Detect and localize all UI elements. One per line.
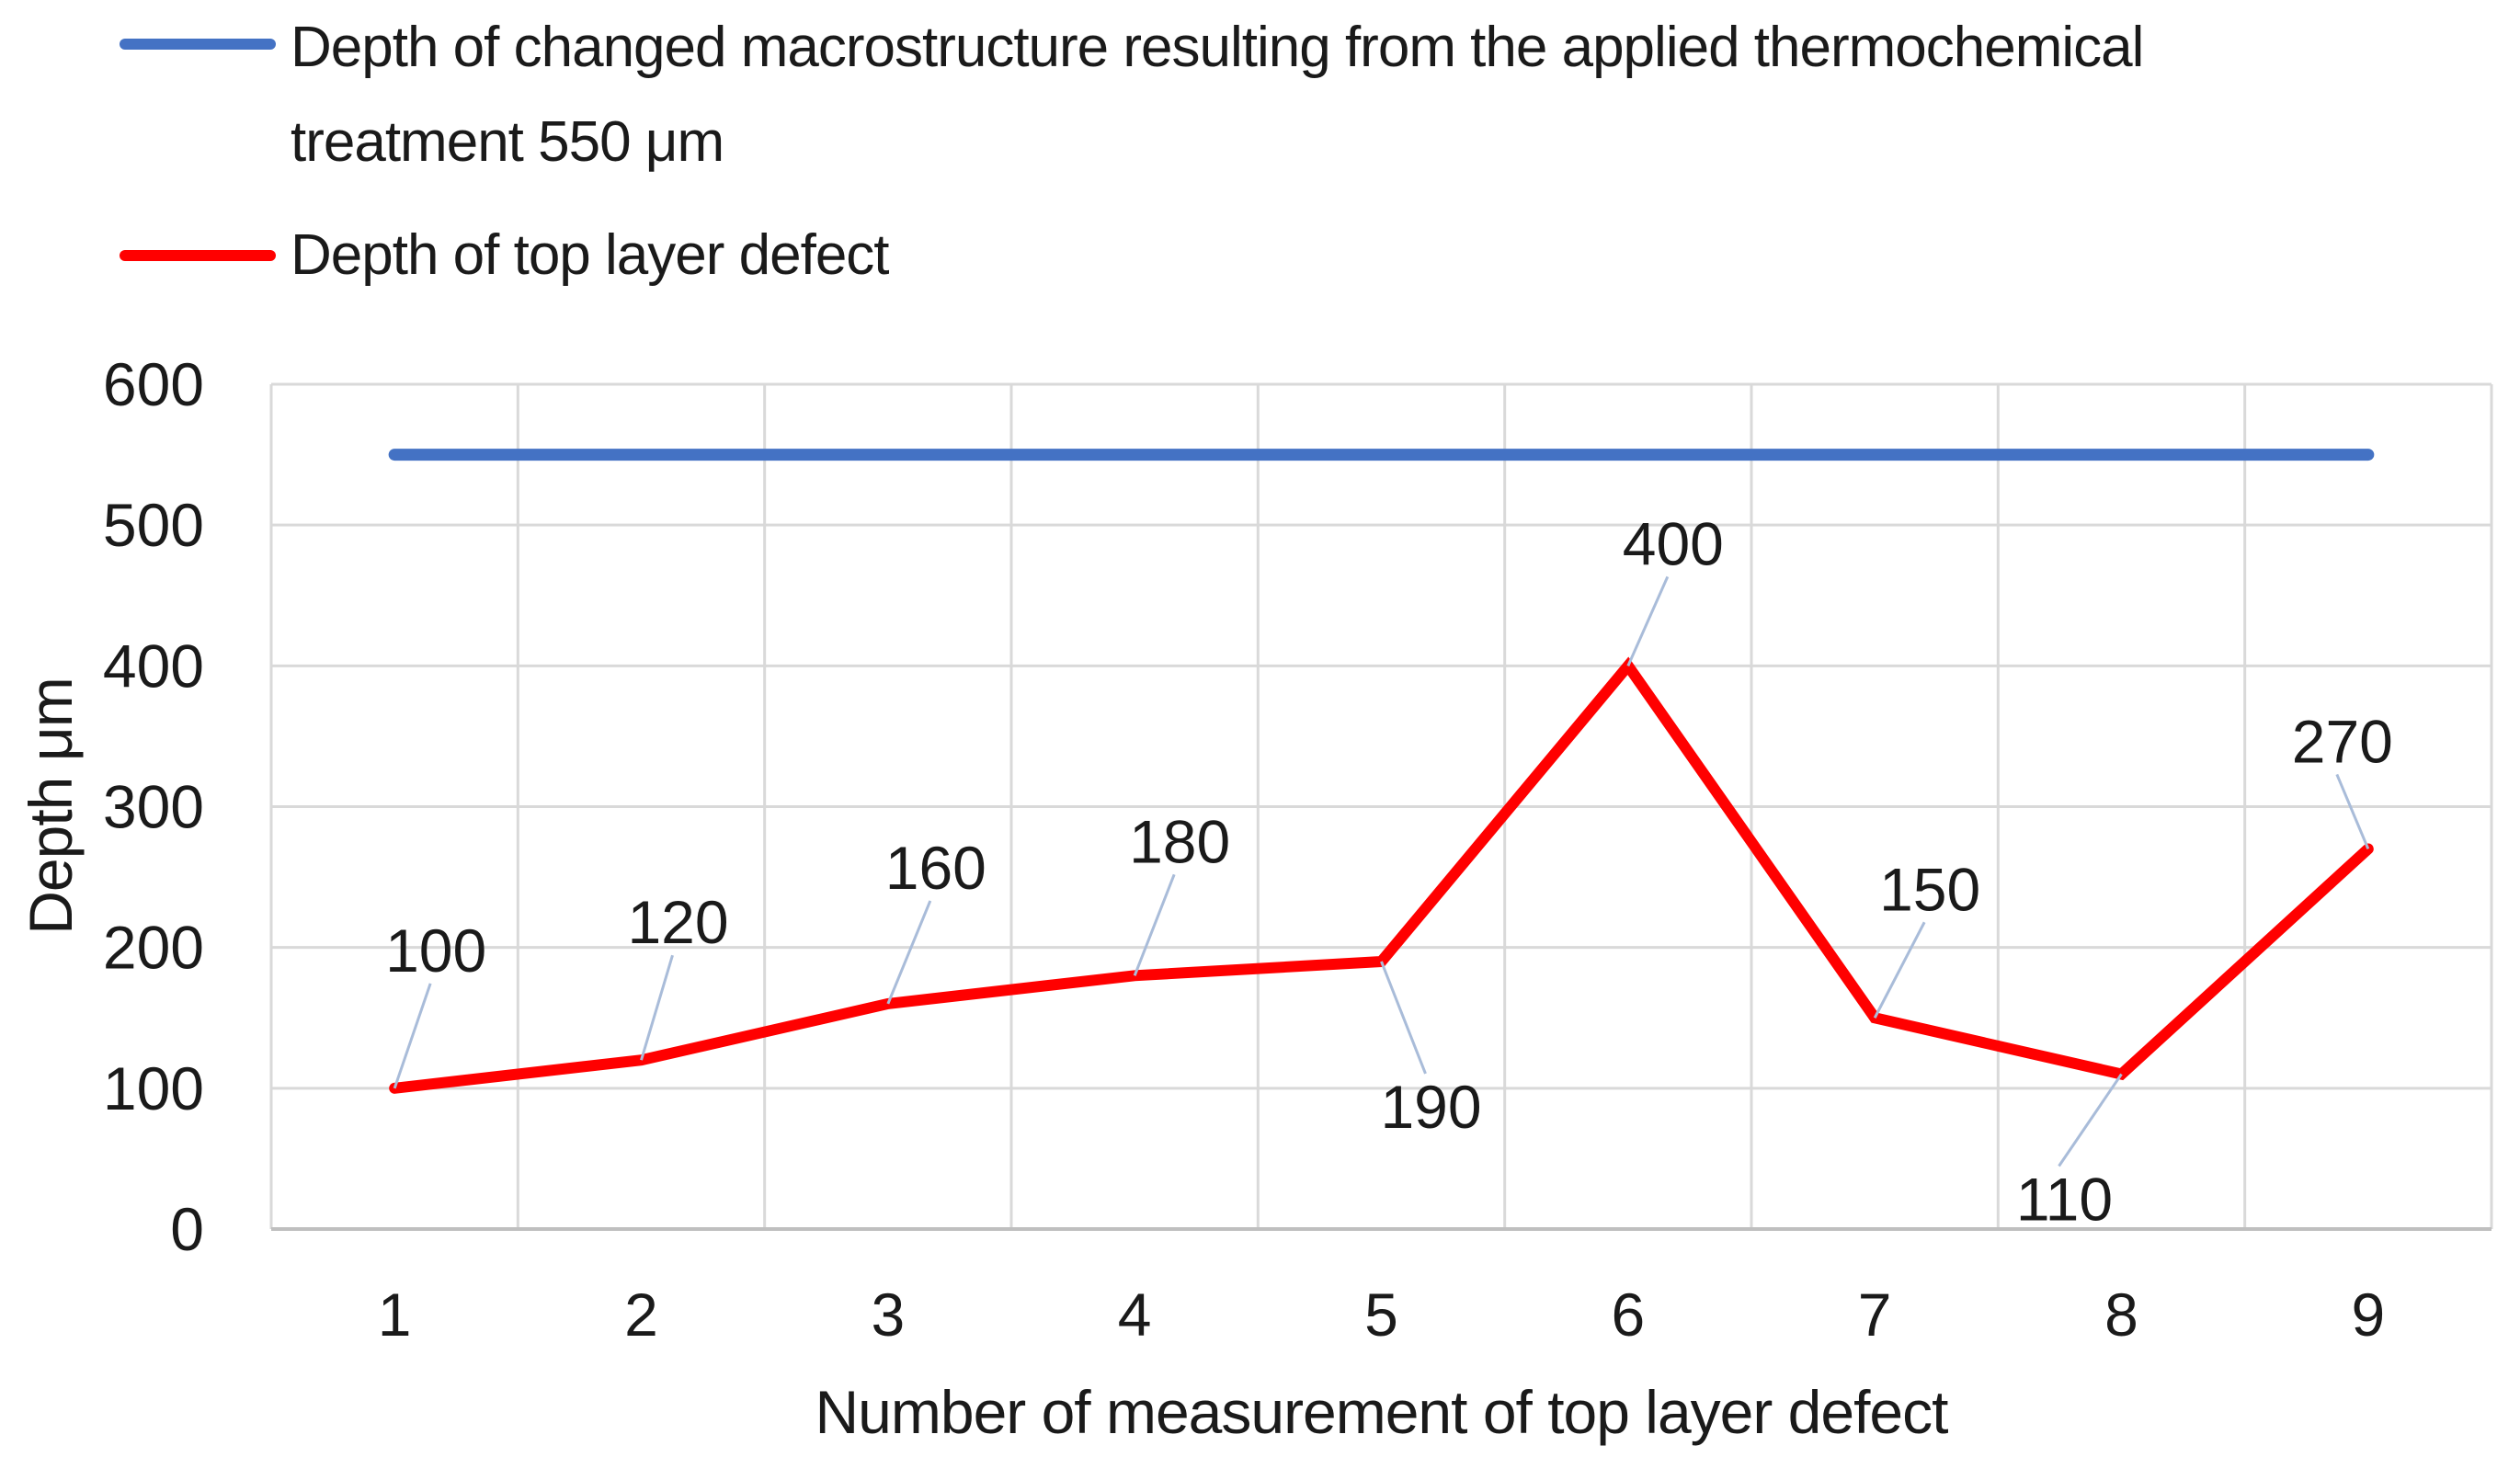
data-label: 270 (2292, 707, 2393, 775)
data-label: 120 (627, 888, 728, 956)
x-tick-label: 2 (624, 1281, 658, 1349)
data-label-leader-line (2335, 773, 2370, 850)
data-label: 160 (885, 834, 986, 902)
x-axis-title: Number of measurement of top layer defec… (815, 1378, 1949, 1446)
y-tick-label: 500 (103, 491, 204, 559)
x-tick-label: 5 (1364, 1281, 1398, 1349)
data-label: 150 (1879, 855, 1980, 923)
data-label: 190 (1380, 1073, 1481, 1141)
y-tick-label: 100 (103, 1054, 204, 1122)
x-tick-label: 6 (1611, 1281, 1645, 1349)
x-tick-label: 1 (378, 1281, 412, 1349)
data-label: 100 (385, 916, 486, 985)
x-tick-label: 4 (1118, 1281, 1152, 1349)
data-label: 180 (1129, 807, 1230, 875)
y-tick-label: 600 (103, 350, 204, 418)
x-tick-label: 3 (871, 1281, 905, 1349)
y-tick-label: 300 (103, 773, 204, 841)
data-label-leader-line (1133, 873, 1176, 976)
legend-label-defect: Depth of top layer defect (291, 223, 890, 287)
data-label-leader-line (1380, 961, 1427, 1075)
legend-swatch-red-line (120, 250, 276, 261)
data-label-leader-line (393, 983, 432, 1089)
legend-swatch-blue-line (120, 39, 276, 50)
data-label-leader-line (640, 954, 674, 1061)
y-tick-label: 200 (103, 914, 204, 982)
data-label-leader-line (1626, 575, 1670, 666)
data-label-leader-line (1873, 921, 1926, 1019)
y-tick-label: 400 (103, 632, 204, 700)
x-tick-label: 8 (2104, 1281, 2138, 1349)
data-label-leader-line (2058, 1073, 2123, 1167)
x-tick-label: 9 (2351, 1281, 2385, 1349)
defect-series-line (389, 656, 2374, 1094)
y-tick-label: 0 (170, 1195, 204, 1263)
data-label: 400 (1623, 509, 1724, 577)
legend-label-threshold: Depth of changed macrostructure resultin… (291, 16, 2144, 174)
data-label: 110 (2016, 1166, 2113, 1234)
data-label-leader-line (886, 900, 932, 1005)
x-tick-label: 7 (1858, 1281, 1892, 1349)
